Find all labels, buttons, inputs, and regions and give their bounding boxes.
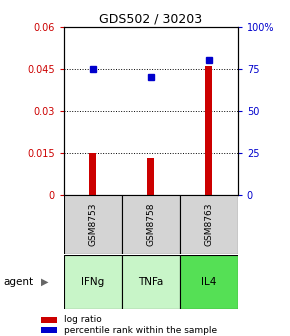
- Text: ▶: ▶: [41, 277, 49, 287]
- Text: GSM8753: GSM8753: [88, 203, 97, 246]
- Bar: [64, 195, 122, 254]
- Bar: [180, 255, 238, 309]
- Text: IL4: IL4: [201, 277, 217, 287]
- Text: IFNg: IFNg: [81, 277, 104, 287]
- Text: log ratio: log ratio: [64, 316, 102, 324]
- Bar: [180, 195, 238, 254]
- Text: TNFa: TNFa: [138, 277, 164, 287]
- Text: GSM8758: GSM8758: [146, 203, 155, 246]
- Bar: [205, 66, 212, 195]
- Bar: [64, 255, 122, 309]
- Title: GDS502 / 30203: GDS502 / 30203: [99, 13, 202, 26]
- Bar: [89, 154, 96, 195]
- Bar: [122, 195, 180, 254]
- Text: agent: agent: [3, 277, 33, 287]
- Bar: [147, 159, 154, 195]
- Bar: [122, 255, 180, 309]
- Text: percentile rank within the sample: percentile rank within the sample: [64, 327, 217, 335]
- Text: GSM8763: GSM8763: [204, 203, 213, 246]
